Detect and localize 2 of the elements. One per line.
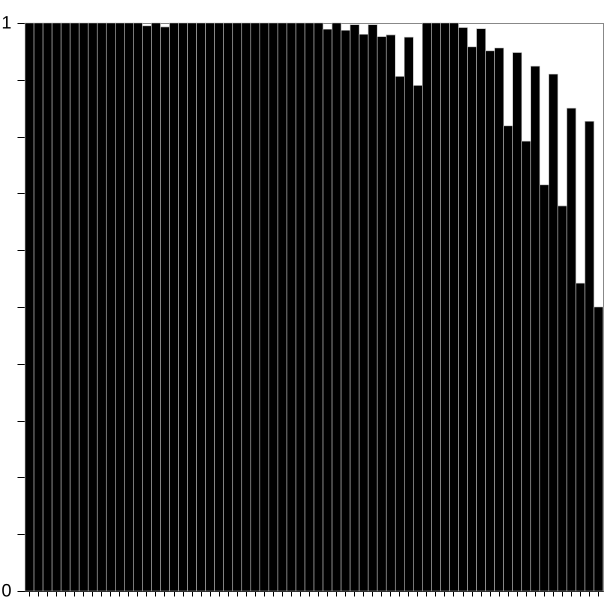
y-tick-label: 0 [1,580,12,600]
y-tick-label: 1 [1,12,12,32]
